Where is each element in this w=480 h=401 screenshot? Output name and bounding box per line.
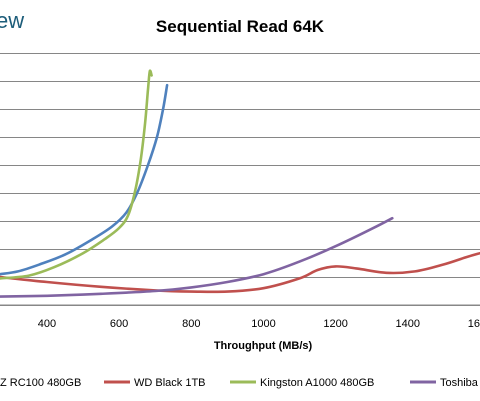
series-line-toshiba-ocz-rc100-480gb bbox=[0, 83, 169, 276]
series-layer bbox=[0, 69, 480, 298]
brand-logo-fragment: ew bbox=[0, 8, 24, 33]
x-axis-label: Throughput (MB/s) bbox=[214, 340, 313, 352]
x-tick-label: 1200 bbox=[323, 318, 347, 330]
x-tick-label: 1000 bbox=[251, 318, 275, 330]
legend-label: Z RC100 480GB bbox=[0, 377, 81, 389]
series-line-toshiba bbox=[0, 216, 394, 298]
x-tick-label: 1600 bbox=[468, 318, 480, 330]
legend-label: WD Black 1TB bbox=[134, 377, 206, 389]
legend-label: Toshiba bbox=[440, 377, 479, 389]
x-tick-label: 800 bbox=[182, 318, 200, 330]
x-tick-label: 400 bbox=[38, 318, 56, 330]
x-tick-label: 600 bbox=[110, 318, 128, 330]
x-tick-label: 1400 bbox=[396, 318, 420, 330]
legend: Z RC100 480GB WD Black 1TB Kingston A1000 … bbox=[0, 377, 479, 389]
legend-label: Kingston A1000 480GB bbox=[260, 377, 374, 389]
series-line-wd-black-1tb bbox=[0, 251, 480, 294]
grid-lines bbox=[0, 53, 480, 306]
series-line-kingston-a1000-480gb bbox=[0, 69, 153, 280]
chart-title: Sequential Read 64K bbox=[156, 17, 325, 36]
x-tick-labels: 400 600 800 1000 1200 1400 1600 bbox=[38, 318, 480, 330]
